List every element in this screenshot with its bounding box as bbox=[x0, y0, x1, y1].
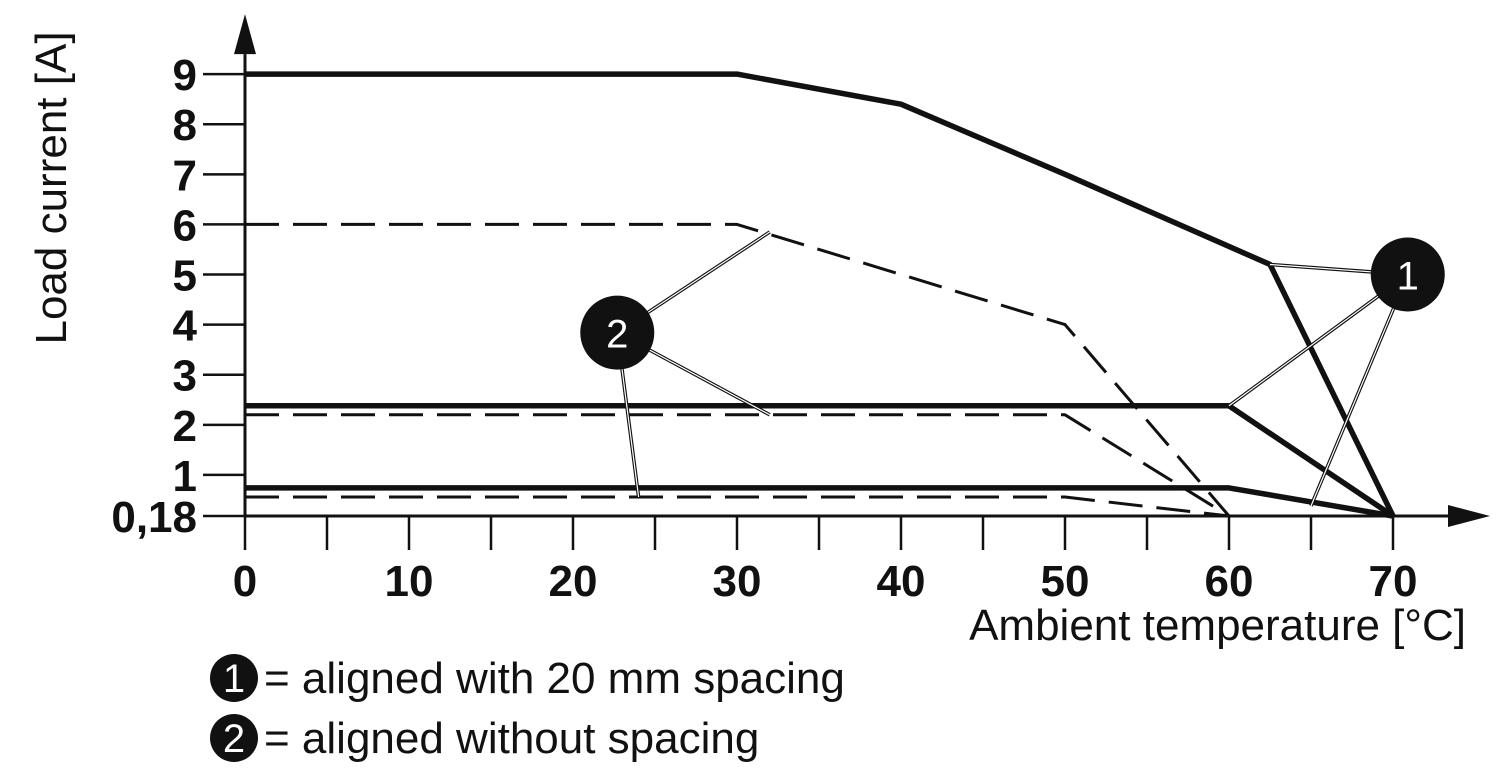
callout-leader-core bbox=[1310, 274, 1409, 507]
y-tick-label: 6 bbox=[173, 201, 197, 250]
y-tick-label: 1 bbox=[173, 452, 197, 501]
x-tick-label: 30 bbox=[713, 557, 762, 606]
series-line-3 bbox=[245, 485, 1394, 519]
y-tick-label: 4 bbox=[173, 302, 198, 351]
x-tick-label: 10 bbox=[385, 557, 434, 606]
callout-marker-1 bbox=[1370, 237, 1445, 312]
y-tick-label: 8 bbox=[173, 101, 197, 150]
legend-entry-1: 1 = aligned with 20 mm spacing bbox=[210, 654, 845, 703]
y-tick-label: 5 bbox=[173, 252, 197, 301]
x-axis-arrow bbox=[1448, 505, 1490, 527]
legend: 1 = aligned with 20 mm spacing 2 = align… bbox=[210, 654, 845, 763]
callout-layer: 12 bbox=[580, 230, 1445, 507]
series-line-5 bbox=[245, 413, 1230, 518]
y-axis-arrow bbox=[234, 14, 256, 55]
axes bbox=[234, 14, 1490, 527]
legend-marker-1 bbox=[210, 654, 258, 702]
x-tick-label: 20 bbox=[549, 557, 598, 606]
legend-text-1: = aligned with 20 mm spacing bbox=[264, 654, 845, 703]
series-line-6 bbox=[245, 495, 1230, 518]
legend-marker-1-label: 1 bbox=[223, 657, 245, 701]
legend-marker-2 bbox=[210, 714, 258, 762]
series-layer bbox=[245, 71, 1396, 519]
legend-entry-2: 2 = aligned without spacing bbox=[210, 714, 759, 763]
x-tick-label: 60 bbox=[1205, 557, 1254, 606]
x-tick-label: 70 bbox=[1369, 557, 1418, 606]
legend-text-2: = aligned without spacing bbox=[264, 714, 759, 763]
x-tick-label: 50 bbox=[1041, 557, 1090, 606]
callout-marker-1-label: 1 bbox=[1397, 255, 1419, 299]
y-tick-label: 2 bbox=[173, 402, 197, 451]
legend-marker-2-label: 2 bbox=[223, 717, 245, 761]
series-line-4 bbox=[245, 222, 1231, 517]
callout-2: 2 bbox=[580, 230, 771, 498]
series-line-2 bbox=[245, 403, 1395, 519]
y-tick-label: 0,18 bbox=[111, 493, 197, 542]
x-axis-label: Ambient temperature [°C] bbox=[969, 601, 1466, 650]
callout-marker-2 bbox=[580, 295, 655, 370]
callout-1: 1 bbox=[1227, 237, 1445, 507]
callout-marker-2-label: 2 bbox=[606, 313, 628, 357]
series-line-1 bbox=[245, 71, 1396, 518]
y-axis-label: Load current [A] bbox=[27, 31, 76, 344]
x-tick-label: 0 bbox=[233, 557, 257, 606]
y-tick-label: 3 bbox=[173, 352, 197, 401]
x-tick-label: 40 bbox=[877, 557, 926, 606]
y-tick-label: 9 bbox=[173, 51, 197, 100]
y-tick-label: 7 bbox=[173, 151, 197, 200]
